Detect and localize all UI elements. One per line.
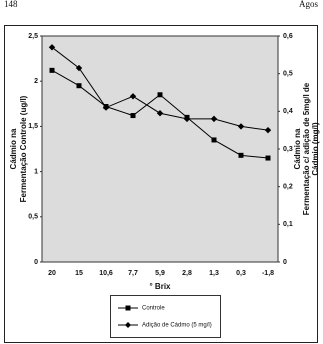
y-axis-title: Cádmio na [9, 128, 18, 169]
point [76, 83, 82, 89]
point [183, 115, 191, 123]
y-tick-label: 1 [34, 168, 38, 175]
y2-tick-label: 0,2 [283, 184, 293, 191]
y-tick-label: 2,5 [28, 33, 38, 40]
x-tick-label: 10,6 [99, 270, 113, 277]
legend-marker [125, 322, 131, 328]
y-axis-title: Fermentação Controle (ug/l) [19, 95, 28, 202]
y-tick-label: 0,5 [28, 214, 38, 221]
point [264, 126, 272, 134]
x-tick-label: 15 [75, 270, 83, 277]
point [157, 92, 163, 98]
y-tick-label: 1,5 [28, 123, 38, 130]
y2-tick-label: 0,1 [283, 221, 293, 228]
legend-marker [125, 305, 131, 311]
point [130, 113, 136, 119]
y2-axis-title: Cádmio na [293, 128, 302, 169]
y2-tick-label: 0 [283, 259, 287, 266]
point [129, 93, 137, 100]
x-tick-label: 0,3 [236, 270, 246, 277]
point [211, 137, 217, 143]
point [238, 152, 244, 158]
x-tick-label: 7,7 [128, 270, 138, 277]
running-head: Agos [299, 0, 318, 9]
y2-tick-label: 0,6 [283, 33, 293, 40]
point [75, 64, 83, 72]
point [156, 110, 164, 117]
x-tick-label: 1,3 [209, 270, 219, 277]
point [265, 155, 271, 161]
page-number: 148 [4, 0, 18, 9]
y2-tick-label: 0,4 [283, 108, 293, 115]
legend-label: Adição de Cádmo (5 mg/l) [142, 323, 212, 329]
x-tick-label: -1,8 [262, 270, 274, 277]
point [49, 67, 55, 73]
y2-axis-title: Fermentação c/ adição de 5mg/l de [302, 82, 311, 215]
y-tick-label: 0 [34, 259, 38, 266]
y2-tick-label: 0,5 [283, 71, 293, 78]
legend-label: Controle [142, 306, 165, 312]
legend [110, 295, 221, 338]
plot-area [41, 35, 279, 263]
y2-tick-label: 0,3 [283, 146, 293, 153]
y-tick-label: 2 [34, 78, 38, 85]
point [48, 44, 56, 51]
point [102, 104, 110, 111]
x-tick-label: 5,9 [155, 270, 165, 277]
x-tick-label: 2,8 [182, 270, 192, 277]
x-axis-title: ° Brix [150, 282, 172, 291]
y2-axis-title: Cádmio (mg/l) [311, 122, 320, 176]
point [210, 115, 218, 123]
point [237, 123, 245, 130]
x-tick-label: 20 [48, 270, 56, 277]
